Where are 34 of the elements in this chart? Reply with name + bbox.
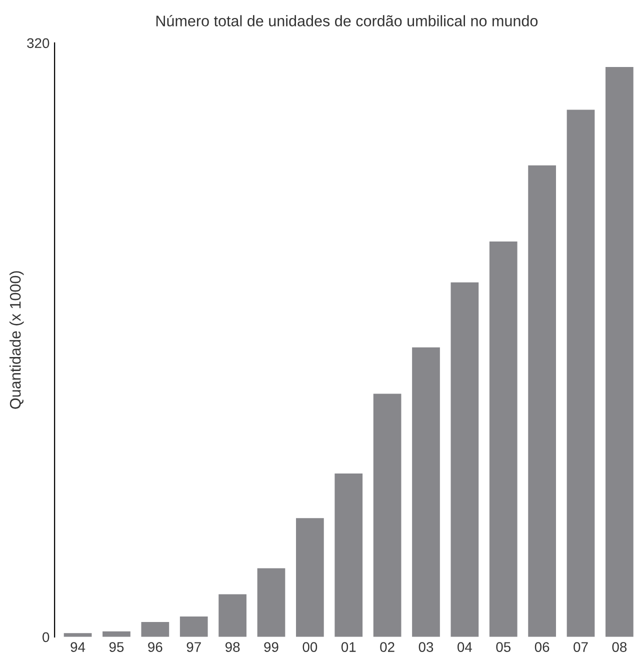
x-tick-label: 08 [612, 642, 627, 652]
x-tick-label: 95 [109, 642, 124, 652]
x-tick-label: 99 [264, 642, 278, 652]
bar [334, 474, 363, 637]
bar [566, 110, 595, 637]
x-tick-label: 00 [302, 642, 318, 652]
bar [528, 165, 556, 637]
x-tick-label: 97 [186, 642, 201, 652]
bar [373, 394, 402, 637]
x-tick-label: 06 [534, 642, 550, 652]
x-tick-label: 05 [496, 642, 511, 652]
x-tick-label: 98 [225, 642, 240, 652]
x-tick-label: 03 [418, 642, 434, 652]
x-tick-label: 04 [458, 642, 472, 652]
chart-title: Número total de unidades de cordão umbilical no mundo [156, 14, 538, 26]
bar [64, 633, 92, 637]
bar [296, 518, 324, 637]
bar [257, 568, 286, 637]
x-tick-label: 07 [574, 642, 588, 652]
x-tick-label: 94 [70, 642, 86, 652]
bar [180, 616, 208, 637]
bar [102, 631, 130, 637]
bar [450, 282, 479, 637]
y-tick-label: 320 [27, 38, 50, 48]
x-tick-label: 96 [148, 642, 162, 652]
bar [412, 347, 440, 637]
bar [606, 67, 634, 637]
bar [218, 594, 246, 637]
y-tick-label: 0 [42, 632, 50, 642]
bar [141, 622, 170, 637]
y-axis-title: Quantidade (x 1000) [10, 271, 24, 409]
x-tick-label: 02 [380, 642, 394, 652]
x-tick-label: 01 [341, 642, 356, 652]
bar [489, 242, 518, 637]
